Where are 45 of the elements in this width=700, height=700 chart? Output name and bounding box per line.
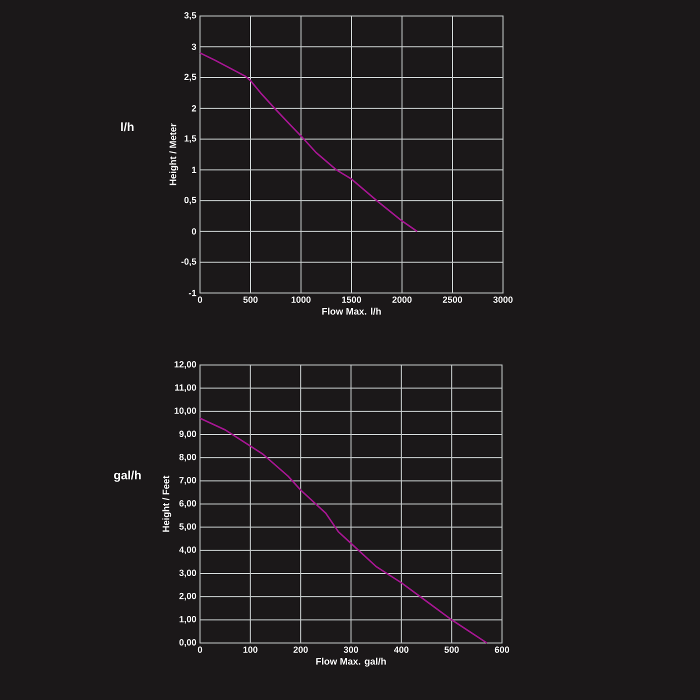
x-axis-title: Flow Max. l/h xyxy=(322,308,381,315)
x-tick-label: 100 xyxy=(243,646,258,653)
y-tick-label: 2,5 xyxy=(184,74,196,82)
y-tick-label: 11,00 xyxy=(175,384,196,392)
y-tick-label: 2,00 xyxy=(179,592,196,600)
y-tick-label: 4,00 xyxy=(179,546,196,554)
y-tick-label: 1 xyxy=(192,166,196,173)
text: l/h xyxy=(121,122,134,132)
x-tick-label: 3000 xyxy=(493,296,513,303)
y-tick-label: 1,5 xyxy=(184,135,196,143)
x-tick-label: 1000 xyxy=(292,296,311,303)
y-tick-label: 10,00 xyxy=(174,407,196,416)
x-tick-label: 300 xyxy=(344,646,358,653)
y-tick-label: -1 xyxy=(188,290,196,296)
x-tick-label: 500 xyxy=(243,296,258,303)
y-axis-title: Height / Meter xyxy=(169,123,178,186)
y-tick-label: 8,00 xyxy=(179,454,196,462)
x-tick-label: 1500 xyxy=(342,296,362,303)
x-tick-label: 600 xyxy=(494,646,510,653)
y-tick-label: 0,00 xyxy=(179,639,196,647)
y-tick-label: 1,00 xyxy=(180,616,196,624)
y-tick-label: -0,5 xyxy=(181,258,196,266)
x-tick-label: 2000 xyxy=(392,296,412,303)
y-tick-label: 7,00 xyxy=(179,477,196,485)
y-tick-label: 12,00 xyxy=(174,361,196,369)
x-tick-label: 500 xyxy=(444,646,459,653)
x-tick-label: 2500 xyxy=(442,296,462,303)
y-tick-label: 3,00 xyxy=(179,570,196,578)
y-tick-label: 0 xyxy=(192,228,196,235)
text: gal/h xyxy=(114,470,141,482)
y-tick-label: 0,5 xyxy=(184,196,196,204)
x-tick-label: 0 xyxy=(198,296,202,303)
y-tick-label: 5,00 xyxy=(179,523,196,531)
line-series xyxy=(199,52,418,232)
y-axis-title: Height / Feet xyxy=(162,476,172,532)
y-tick-label: 6,00 xyxy=(179,500,196,508)
x-axis-title: Flow Max. gal/h xyxy=(316,658,386,667)
x-tick-label: 400 xyxy=(394,646,408,653)
x-tick-label: 0 xyxy=(198,646,202,653)
y-tick-label: 3,5 xyxy=(184,12,196,20)
y-tick-label: 9,00 xyxy=(179,430,196,438)
line-series xyxy=(199,417,488,644)
x-tick-label: 200 xyxy=(294,646,308,653)
y-tick-label: 2 xyxy=(192,105,196,112)
y-tick-label: 3 xyxy=(192,44,196,50)
